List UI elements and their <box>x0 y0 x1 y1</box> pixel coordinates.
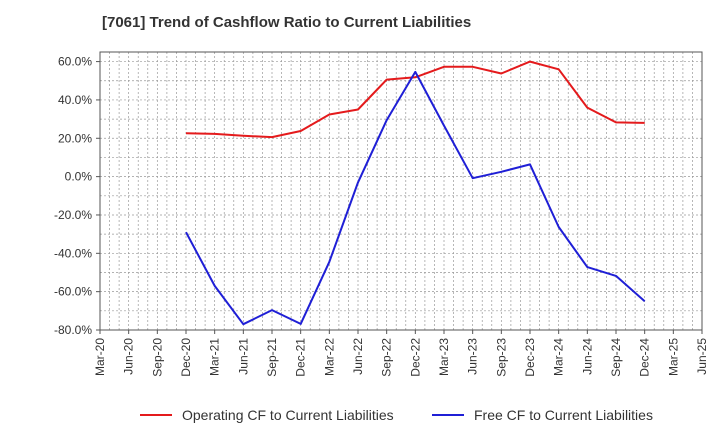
y-tick-label: 0.0% <box>65 170 93 184</box>
x-tick-label: Jun-20 <box>122 338 136 375</box>
x-tick-label: Mar-20 <box>93 338 107 376</box>
x-tick-label: Jun-21 <box>236 338 250 375</box>
y-tick-label: -80.0% <box>54 323 92 337</box>
x-tick-label: Jun-24 <box>580 338 594 375</box>
chart-title: [7061] Trend of Cashflow Ratio to Curren… <box>102 14 472 31</box>
x-tick-label: Dec-20 <box>179 338 193 377</box>
x-tick-label: Mar-21 <box>208 338 222 376</box>
x-tick-label: Dec-23 <box>523 338 537 377</box>
x-axis-tick-labels: Mar-20 Jun-20 Sep-20 Dec-20 Mar-21 Jun-21 Sep-… <box>93 330 709 377</box>
x-tick-label: Dec-21 <box>294 338 308 377</box>
x-tick-label: Sep-24 <box>609 338 623 377</box>
legend-item-free: Free CF to Current Liabilities <box>432 404 653 426</box>
y-tick-label: 60.0% <box>58 55 92 69</box>
y-tick-label: -60.0% <box>54 285 92 299</box>
x-tick-label: Mar-22 <box>322 338 336 376</box>
x-tick-label: Jun-25 <box>695 338 709 375</box>
x-tick-label: Mar-25 <box>666 338 680 376</box>
y-tick-label: -20.0% <box>54 208 92 222</box>
x-tick-label: Sep-21 <box>265 338 279 377</box>
y-tick-label: -40.0% <box>54 246 92 260</box>
x-tick-label: Jun-22 <box>351 338 365 375</box>
y-tick-label: 40.0% <box>58 93 92 107</box>
x-tick-label: Dec-22 <box>408 338 422 377</box>
chart-plot: -80.0% -60.0% -40.0% -20.0% 0.0% 20.0% 40.0% 60… <box>54 51 709 377</box>
plot-frame <box>99 51 703 331</box>
series-lines <box>185 60 646 326</box>
legend-label-free: Free CF to Current Liabilities <box>474 407 653 423</box>
legend: Operating CF to Current Liabilities Free… <box>0 404 720 426</box>
y-axis-tick-labels: -80.0% -60.0% -40.0% -20.0% 0.0% 20.0% 40.0% 60… <box>54 55 100 337</box>
x-tick-label: Mar-23 <box>437 338 451 376</box>
legend-swatch-free <box>432 414 464 416</box>
x-tick-label: Mar-24 <box>552 338 566 376</box>
series-line-free-cf <box>185 70 646 326</box>
x-tick-label: Dec-24 <box>638 338 652 377</box>
x-tick-label: Sep-20 <box>150 338 164 377</box>
legend-swatch-operating <box>140 414 172 416</box>
legend-item-operating: Operating CF to Current Liabilities <box>140 404 394 426</box>
legend-label-operating: Operating CF to Current Liabilities <box>182 407 394 423</box>
x-tick-label: Jun-23 <box>466 338 480 375</box>
x-tick-label: Sep-22 <box>380 338 394 377</box>
x-tick-label: Sep-23 <box>494 338 508 377</box>
plot-background <box>100 52 702 330</box>
series-line-operating-cf <box>185 60 645 139</box>
y-tick-label: 20.0% <box>58 131 92 145</box>
